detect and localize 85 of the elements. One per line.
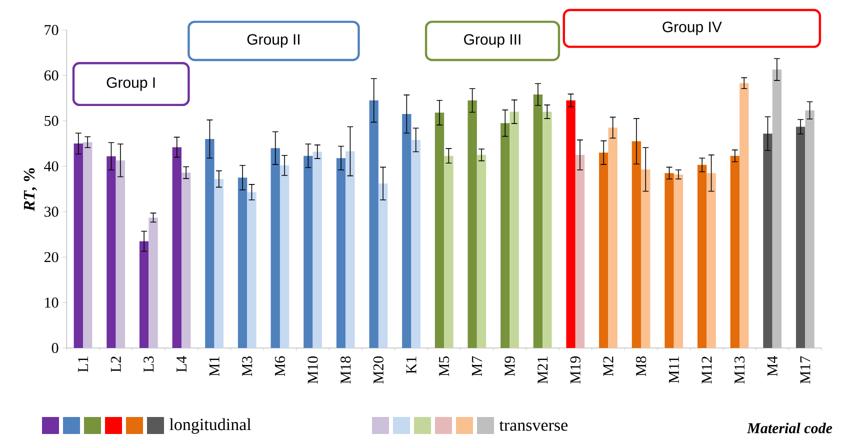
x-tick-label: M4	[767, 356, 778, 376]
bar	[772, 70, 782, 348]
bar	[608, 128, 618, 348]
x-tick-label: M7	[472, 356, 482, 376]
x-tick-label: L4	[176, 356, 186, 372]
x-tick-label: M11	[668, 356, 679, 384]
bar	[116, 160, 126, 348]
bar	[641, 169, 650, 348]
y-tick-label: 70	[44, 24, 58, 36]
bar	[270, 148, 280, 348]
x-tick-label: M9	[504, 356, 515, 376]
bar	[172, 147, 182, 348]
y-tick-label: 0	[52, 342, 58, 354]
bar	[468, 100, 477, 348]
bar	[664, 173, 674, 348]
x-tick-label: M19	[570, 356, 580, 384]
bar	[139, 241, 149, 348]
x-axis-title: Material code	[746, 422, 832, 434]
x-tick-label: M8	[636, 356, 646, 376]
x-tick-label: L2	[110, 356, 121, 372]
bar	[730, 156, 740, 348]
bar	[575, 154, 585, 348]
y-tick-label: 40	[44, 161, 58, 172]
bar	[599, 152, 608, 348]
bar	[312, 152, 322, 348]
bar	[434, 112, 444, 348]
bar	[205, 139, 214, 348]
bar	[796, 126, 806, 348]
x-tick-label: L3	[144, 356, 154, 372]
x-tick-label: M3	[242, 356, 252, 376]
bar	[698, 164, 707, 348]
legend-label: longitudinal	[170, 418, 252, 434]
annotation: Group III	[464, 34, 520, 48]
annotation: Group IV	[662, 22, 722, 36]
x-tick-label: M21	[538, 356, 548, 384]
annotation: Group II	[247, 34, 300, 48]
y-tick-label: 30	[44, 206, 58, 217]
bar	[214, 178, 224, 348]
bar	[674, 174, 684, 348]
bar	[740, 83, 749, 348]
bar	[500, 123, 510, 348]
x-tick-label: M6	[274, 356, 285, 376]
bar	[402, 114, 412, 348]
y-axis-title: RT, %	[24, 168, 37, 212]
y-tick-label: 20	[44, 252, 58, 262]
x-tick-label: M1	[209, 356, 220, 376]
bar	[706, 173, 716, 348]
bar	[510, 112, 519, 348]
bar	[181, 172, 191, 348]
bar	[763, 134, 772, 348]
bar	[533, 94, 543, 348]
y-tick-label: 10	[45, 298, 58, 308]
bar	[346, 151, 355, 348]
bar	[369, 100, 378, 348]
x-tick-label: M18	[340, 356, 351, 384]
bar	[542, 112, 552, 348]
bar	[280, 165, 290, 348]
bar	[238, 178, 248, 348]
bar	[444, 156, 454, 348]
bar	[632, 141, 642, 348]
x-tick-label: M13	[734, 356, 745, 384]
bar	[74, 144, 84, 348]
x-tick-label: K1	[406, 356, 416, 374]
bar	[304, 156, 313, 348]
x-tick-label: M17	[800, 356, 810, 384]
bar	[805, 110, 814, 348]
bar	[378, 184, 388, 348]
y-tick-label: 50	[44, 116, 58, 126]
x-tick-label: M20	[373, 356, 384, 384]
annotation: Group I	[106, 77, 155, 91]
x-tick-label: M5	[439, 356, 450, 376]
bar	[411, 140, 420, 348]
bar	[83, 142, 92, 348]
x-tick-label: L1	[78, 356, 88, 372]
legend-label: transverse	[499, 421, 568, 431]
x-tick-label: M12	[702, 356, 712, 384]
bar	[566, 100, 576, 348]
bar	[336, 158, 346, 348]
bar	[247, 192, 256, 348]
x-tick-label: M10	[308, 356, 318, 384]
bar	[476, 154, 486, 348]
y-tick-label: 60	[44, 70, 58, 80]
bar	[148, 218, 158, 348]
x-tick-label: M2	[603, 356, 614, 376]
bar	[106, 156, 116, 348]
